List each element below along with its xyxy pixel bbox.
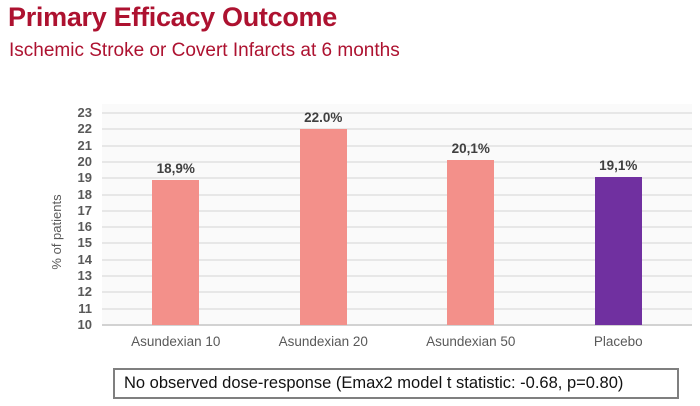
x-axis-category-label: Asundexian 50 [426,334,516,349]
gridline [102,307,692,310]
bar-asundexian-10 [152,179,200,325]
y-axis-tick-label: 12 [77,284,92,300]
y-axis-tick-label: 21 [77,137,92,153]
y-axis-tick-label: 16 [77,219,92,235]
gridline [102,112,692,114]
gridline [102,128,692,131]
y-axis-tick-label: 10 [77,317,92,332]
gridline [102,177,692,180]
page-title: Primary Efficacy Outcome [8,2,337,32]
y-axis-tick-label: 13 [77,268,92,284]
bar-value-label: 20,1% [451,141,490,157]
bar-asundexian-50 [447,160,495,325]
plot-area: 18,9% 22.0% 20,1% 19,1% [102,104,692,326]
gridline [102,209,692,212]
y-axis-tick-label: 23 [77,105,92,120]
gridline [102,160,692,163]
gridline [102,258,692,261]
note-box: No observed dose-response (Emax2 model t… [113,368,679,399]
bar-value-label: 22.0% [304,110,343,126]
bar-asundexian-20 [299,129,347,325]
y-axis-tick-label: 18 [77,186,92,202]
y-axis-tick-label: 20 [77,153,92,169]
gridline [102,242,692,245]
y-axis-tick-label: 17 [77,202,92,218]
x-axis-category-label: Asundexian 10 [131,334,221,349]
gridline [102,226,692,229]
bar-placebo [594,176,642,325]
gridline [102,291,692,294]
x-axis-category-label: Placebo [593,334,643,349]
y-axis-tick-label: 22 [77,121,92,137]
note-text: No observed dose-response (Emax2 model t… [124,374,624,392]
bar-value-label: 18,9% [156,160,195,176]
gridline [102,144,692,147]
page-subtitle: Ischemic Stroke or Covert Infarcts at 6 … [9,40,400,61]
y-axis-tick-label: 11 [78,300,92,316]
gridline [102,275,692,278]
y-axis-tick-label: 15 [77,235,92,251]
y-axis-tick-label: 19 [77,170,92,186]
gridline [102,193,692,196]
x-axis-category-label: Asundexian 20 [278,334,368,349]
y-axis-tick-label: 14 [77,251,92,267]
bar-value-label: 19,1% [599,157,638,173]
x-axis-line [102,324,692,326]
